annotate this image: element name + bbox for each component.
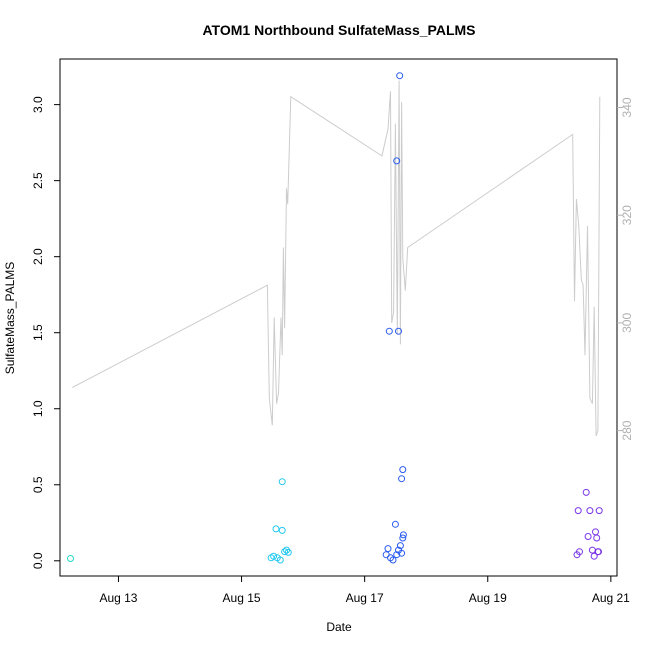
y-tick-label: 1.0 bbox=[31, 400, 45, 417]
plot-frame bbox=[59, 58, 618, 577]
data-point bbox=[399, 534, 407, 542]
x-tick-label: Aug 13 bbox=[99, 591, 137, 605]
data-point bbox=[398, 475, 406, 483]
data-point bbox=[592, 528, 599, 536]
line-series bbox=[72, 80, 601, 437]
data-point bbox=[391, 520, 399, 528]
data-point bbox=[593, 534, 601, 542]
data-point bbox=[283, 546, 290, 554]
data-point bbox=[399, 466, 407, 474]
data-point bbox=[398, 549, 406, 557]
data-point bbox=[574, 507, 582, 515]
data-point bbox=[384, 545, 392, 553]
data-point bbox=[399, 531, 407, 539]
y2-tick-label: 320 bbox=[620, 205, 634, 225]
y-tick-label: 0.0 bbox=[31, 552, 45, 569]
data-point bbox=[586, 507, 594, 515]
y2-tick-label: 340 bbox=[620, 97, 634, 117]
data-point bbox=[278, 478, 286, 486]
x-tick-label: Aug 15 bbox=[223, 591, 261, 605]
data-point bbox=[590, 552, 598, 560]
y-tick-label: 2.0 bbox=[31, 248, 45, 265]
data-point bbox=[276, 556, 284, 564]
y-tick-label: 3.0 bbox=[31, 96, 45, 113]
data-point bbox=[582, 488, 590, 496]
data-point bbox=[393, 551, 401, 559]
y2-tick-label: 280 bbox=[620, 420, 634, 440]
data-point bbox=[584, 533, 592, 540]
x-tick-label: Aug 19 bbox=[469, 591, 507, 605]
y-tick-label: 0.5 bbox=[31, 476, 45, 493]
y-axis-label: SulfateMass_PALMS bbox=[3, 262, 17, 375]
x-tick-label: Aug 21 bbox=[592, 591, 630, 605]
data-point bbox=[284, 548, 292, 556]
data-point bbox=[278, 526, 286, 534]
chart-title: ATOM1 Northbound SulfateMass_PALMS bbox=[202, 22, 475, 38]
data-point bbox=[272, 525, 280, 533]
x-tick-label: Aug 17 bbox=[346, 591, 384, 605]
data-point bbox=[385, 327, 393, 335]
data-point bbox=[270, 552, 278, 560]
data-point bbox=[281, 548, 289, 556]
data-point bbox=[389, 556, 397, 564]
data-point bbox=[395, 327, 402, 335]
data-point bbox=[595, 548, 602, 556]
data-point bbox=[595, 507, 603, 515]
data-point bbox=[382, 551, 390, 559]
y2-tick-label: 300 bbox=[620, 313, 634, 333]
data-point bbox=[67, 555, 74, 562]
y-tick-label: 1.5 bbox=[31, 324, 45, 341]
x-axis-label: Date bbox=[326, 620, 352, 634]
data-point bbox=[393, 157, 401, 165]
data-point bbox=[576, 548, 583, 556]
plot-area: Aug 13 Aug 15 Aug 17 Aug 19 Aug 21 0.0 0.5 1.0 1… bbox=[31, 58, 634, 605]
data-point bbox=[396, 72, 404, 80]
y-tick-label: 2.5 bbox=[31, 172, 45, 189]
data-point bbox=[396, 542, 404, 550]
